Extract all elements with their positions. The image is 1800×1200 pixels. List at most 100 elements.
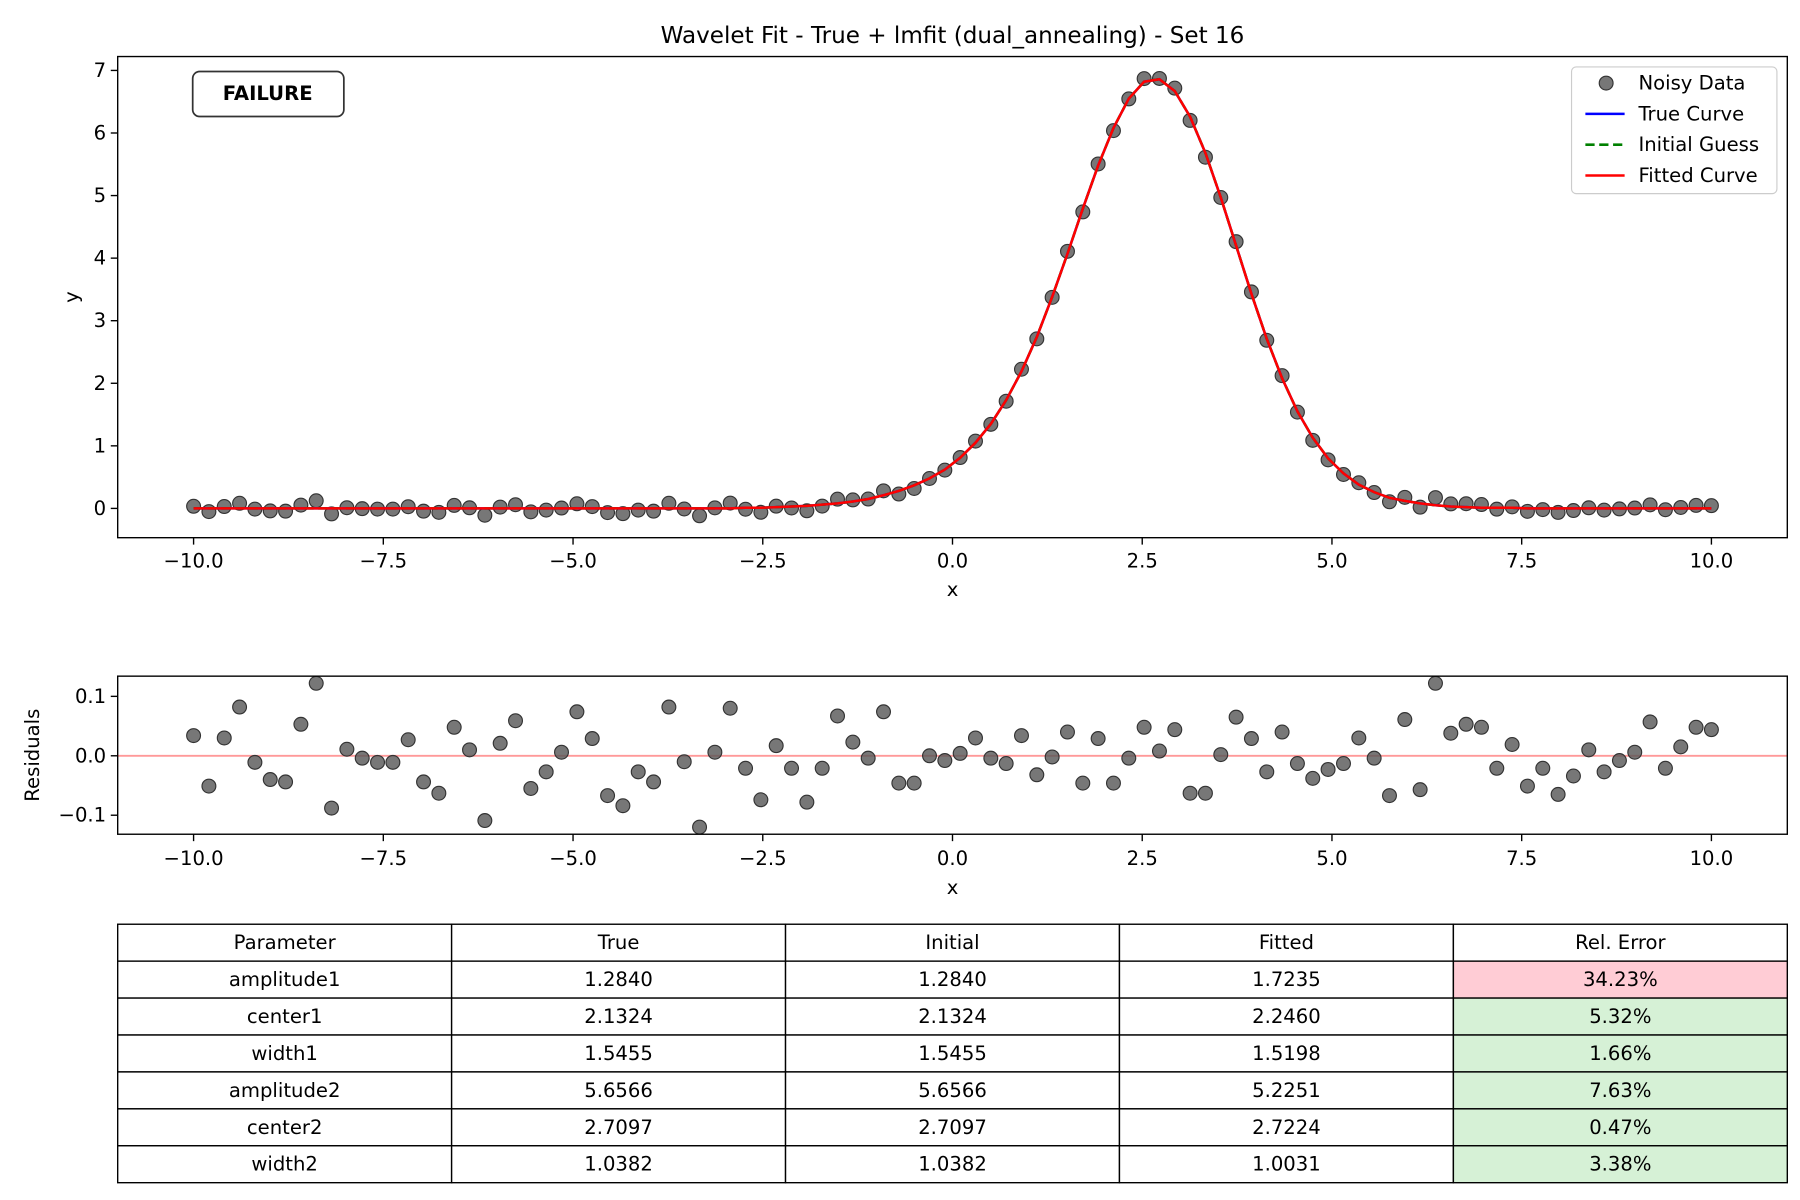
data-point (1121, 750, 1137, 766)
data-point (1596, 502, 1612, 518)
table-text: 0.47% (1589, 1116, 1651, 1139)
x-axis-label: x (947, 578, 959, 601)
data-point (692, 508, 708, 524)
chart-title: Wavelet Fit - True + lmfit (dual_anneali… (661, 23, 1245, 49)
table-cell (1118, 1108, 1455, 1147)
table-header: True (597, 931, 640, 954)
data-point (1550, 786, 1566, 802)
table-cell (450, 1034, 787, 1073)
data-point (1642, 497, 1658, 513)
data-point (1182, 785, 1198, 801)
data-point (1688, 497, 1704, 513)
data-point (400, 732, 416, 748)
y-tick-label: 5 (94, 184, 106, 207)
table-cell (1118, 1145, 1455, 1184)
data-point (1274, 724, 1290, 740)
data-point (1013, 728, 1029, 744)
data-point (646, 503, 662, 519)
data-point (1535, 760, 1551, 776)
table-cell (117, 997, 453, 1036)
data-point (1228, 709, 1244, 725)
data-point (615, 506, 631, 522)
x-tick-label: −5.0 (549, 549, 597, 572)
data-point (1427, 490, 1443, 506)
table-cell (450, 923, 787, 962)
data-point (1335, 756, 1351, 772)
data-point (247, 754, 263, 770)
table-cell (784, 997, 1121, 1036)
data-point (630, 502, 646, 518)
table-text: center1 (247, 1005, 323, 1028)
table-text: 3.38% (1589, 1153, 1651, 1176)
data-point (1627, 744, 1643, 760)
table-cell (450, 1071, 787, 1110)
data-point (860, 750, 876, 766)
data-point (1443, 496, 1459, 512)
x-tick-label: −2.5 (739, 847, 787, 870)
plot-area (117, 676, 1788, 835)
y-axis-label: y (60, 291, 83, 303)
data-point (431, 785, 447, 801)
table-text: 1.5455 (584, 1042, 653, 1065)
data-point (538, 764, 554, 780)
x-tick-label: 2.5 (1127, 847, 1158, 870)
x-tick-label: 0.0 (937, 549, 968, 572)
data-point (1688, 719, 1704, 735)
data-point (416, 503, 432, 519)
data-point (661, 699, 677, 715)
data-point (784, 760, 800, 776)
curve (193, 77, 1712, 510)
x-tick-label: 10.0 (1690, 549, 1734, 572)
data-point (1351, 730, 1367, 746)
data-point (768, 738, 784, 754)
data-point (799, 794, 815, 810)
x-tick-label: 2.5 (1127, 549, 1158, 572)
table-header: Parameter (234, 931, 337, 954)
table-header: Rel. Error (1575, 931, 1666, 954)
data-point (446, 719, 462, 735)
annotation-box (191, 70, 345, 118)
data-point (1642, 714, 1658, 730)
y-tick-label: 6 (94, 121, 106, 144)
data-point (646, 774, 662, 790)
data-point (523, 504, 539, 520)
data-point (1489, 501, 1505, 517)
x-tick-label: 7.5 (1506, 549, 1537, 572)
data-point (1320, 761, 1336, 777)
data-point (1565, 503, 1581, 519)
curve (193, 77, 1712, 510)
x-tick-label: 5.0 (1316, 847, 1347, 870)
data-point (830, 708, 846, 724)
data-point (186, 728, 202, 744)
table-text: 34.23% (1583, 968, 1658, 991)
data-point (584, 731, 600, 747)
table-text: amplitude2 (229, 1079, 341, 1102)
data-point (1581, 742, 1597, 758)
annotation: FAILURE (223, 82, 313, 105)
data-point (1703, 722, 1719, 738)
data-point (600, 788, 616, 804)
axes-frame (116, 675, 1788, 835)
data-point (477, 813, 493, 829)
data-point (692, 819, 708, 835)
curve (193, 77, 1712, 510)
data-point (538, 502, 554, 518)
table-cell (784, 923, 1121, 962)
table-text: 1.0031 (1252, 1153, 1321, 1176)
data-point (1243, 731, 1259, 747)
table-text: 5.32% (1589, 1005, 1651, 1028)
y-tick-label: 1 (94, 434, 106, 457)
data-point (523, 780, 539, 796)
table-header: Initial (925, 931, 979, 954)
x-tick-label: −2.5 (739, 549, 787, 572)
data-point (385, 754, 401, 770)
data-point (477, 507, 493, 523)
data-point (293, 716, 309, 732)
data-point (630, 764, 646, 780)
data-point (937, 753, 953, 769)
legend-label: True Curve (1637, 102, 1744, 125)
data-point (1136, 719, 1152, 735)
data-point (676, 754, 692, 770)
x-axis-label: x (947, 876, 959, 899)
